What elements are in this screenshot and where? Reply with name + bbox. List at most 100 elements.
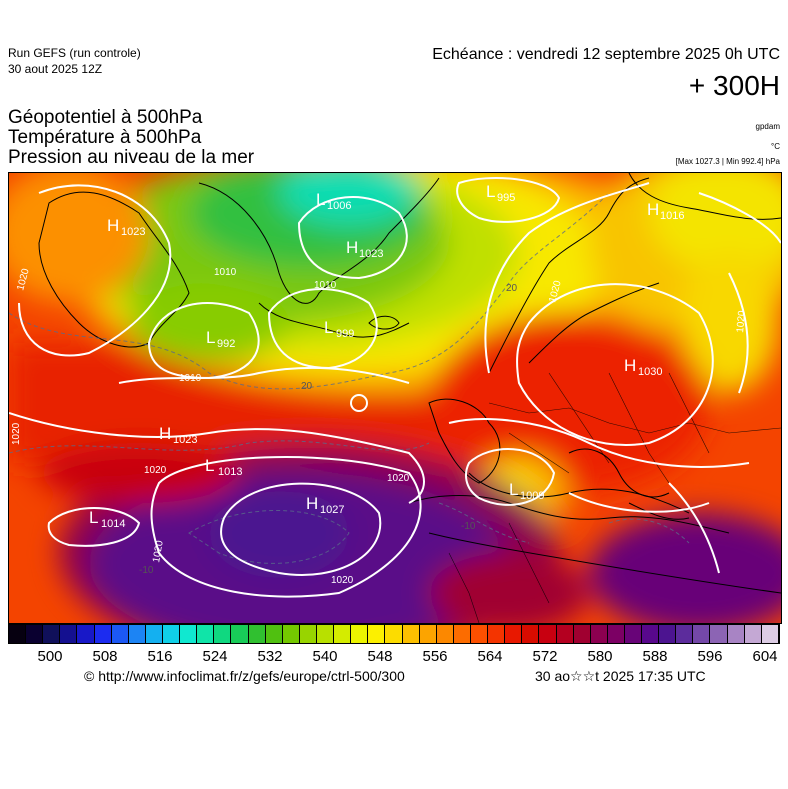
svg-text:L: L bbox=[89, 508, 98, 527]
colorbar-cell bbox=[282, 625, 300, 643]
colorbar-ticks: 500 508 516 524 532 540 548 556 564 572 580 588 596 6… bbox=[8, 648, 780, 668]
colorbar-tick-label: 508 bbox=[92, 648, 118, 665]
unit-temperature: °C bbox=[771, 142, 780, 151]
colorbar-tick-label: 604 bbox=[752, 648, 778, 665]
colorbar-tick-label: 572 bbox=[532, 648, 558, 665]
colorbar-cell bbox=[368, 625, 386, 643]
colorbar-tick-label: 524 bbox=[202, 648, 228, 665]
svg-text:1027: 1027 bbox=[320, 504, 344, 516]
isobar-label: 1020 bbox=[151, 539, 166, 563]
colorbar-cell bbox=[316, 625, 335, 643]
svg-text:999: 999 bbox=[336, 328, 354, 340]
isobar-label: 1010 bbox=[179, 373, 202, 384]
unit-mslp: [Max 1027.3 | Min 992.4] hPa bbox=[675, 157, 780, 166]
pressure-center: L 999 bbox=[324, 318, 354, 340]
colorbar-cell bbox=[505, 625, 523, 643]
colorbar-tick-label: 540 bbox=[312, 648, 338, 665]
pressure-center: L 992 bbox=[206, 328, 235, 350]
colorbar-cell bbox=[77, 625, 95, 643]
weather-map: H 1023 L 1006 L 995 H 1023 L 992 L 999 bbox=[8, 172, 782, 624]
pressure-center: H 1027 bbox=[306, 494, 344, 516]
svg-text:1023: 1023 bbox=[173, 434, 197, 446]
source-url: © http://www.infoclimat.fr/z/gefs/europe… bbox=[84, 668, 405, 684]
pressure-center: L 995 bbox=[486, 182, 515, 204]
colorbar bbox=[8, 624, 780, 644]
colorbar-cell bbox=[94, 625, 112, 643]
colorbar-cell bbox=[693, 625, 711, 643]
svg-text:H: H bbox=[346, 238, 358, 257]
colorbar-cell bbox=[402, 625, 420, 643]
param-temperature: Température à 500hPa bbox=[8, 127, 202, 148]
isobar-label: 1020 bbox=[387, 473, 410, 484]
svg-text:H: H bbox=[159, 424, 171, 443]
isotherm-label: 20 bbox=[301, 381, 313, 392]
pressure-centers: H 1023 L 1006 L 995 H 1023 L 992 L 999 bbox=[89, 182, 684, 530]
colorbar-cell bbox=[299, 625, 317, 643]
colorbar-cell bbox=[60, 625, 78, 643]
colorbar-tick-label: 564 bbox=[477, 648, 503, 665]
colorbar-cell bbox=[522, 625, 540, 643]
colorbar-cell bbox=[265, 625, 283, 643]
colorbar-cell bbox=[231, 625, 249, 643]
colorbar-tick-label: 556 bbox=[422, 648, 448, 665]
svg-text:L: L bbox=[205, 456, 214, 475]
svg-text:1013: 1013 bbox=[218, 466, 242, 478]
param-mslp: Pression au niveau de la mer bbox=[8, 147, 255, 168]
svg-text:L: L bbox=[206, 328, 215, 347]
svg-text:H: H bbox=[624, 356, 636, 375]
colorbar-cell bbox=[334, 625, 352, 643]
lead-time: + 300H bbox=[688, 70, 780, 101]
colorbar-cell bbox=[385, 625, 403, 643]
colorbar-cell bbox=[197, 625, 215, 643]
pressure-center: H 1023 bbox=[107, 216, 145, 238]
isobar-label: 1020 bbox=[144, 465, 167, 476]
colorbar-tick-label: 532 bbox=[257, 648, 283, 665]
colorbar-cell bbox=[556, 625, 574, 643]
colorbar-cell bbox=[761, 625, 779, 643]
colorbar-cell bbox=[744, 625, 762, 643]
colorbar-cell bbox=[488, 625, 506, 643]
colorbar-cell bbox=[470, 625, 489, 643]
isotherm-label: -10 bbox=[461, 521, 476, 532]
pressure-center: H 1023 bbox=[159, 424, 197, 446]
colorbar-tick-label: 500 bbox=[37, 648, 63, 665]
valid-time: Echéance : vendredi 12 septembre 2025 0h… bbox=[432, 46, 780, 63]
colorbar-cell bbox=[607, 625, 625, 643]
temperature-field bbox=[9, 173, 781, 623]
colorbar-tick-label: 516 bbox=[147, 648, 173, 665]
isobar-label: 1020 bbox=[331, 575, 354, 586]
colorbar-cell bbox=[111, 625, 129, 643]
param-geopotential: Géopotentiel à 500hPa bbox=[8, 107, 203, 128]
pressure-center: L 1013 bbox=[205, 456, 242, 478]
colorbar-tick-label: 548 bbox=[367, 648, 393, 665]
colorbar-cell bbox=[162, 625, 181, 643]
colorbar-cell bbox=[710, 625, 728, 643]
colorbar-tick-label: 580 bbox=[587, 648, 613, 665]
run-name: Run GEFS (run controle) bbox=[8, 46, 141, 60]
weather-map-svg: H 1023 L 1006 L 995 H 1023 L 992 L 999 bbox=[9, 173, 781, 623]
svg-text:H: H bbox=[647, 200, 659, 219]
pressure-center: L 1009 bbox=[509, 480, 544, 502]
svg-text:H: H bbox=[107, 216, 119, 235]
svg-text:1014: 1014 bbox=[101, 518, 125, 530]
colorbar-cell bbox=[248, 625, 266, 643]
isobar-labels: 1020 1010 1010 1010 1020 1020 1020 1020 … bbox=[11, 267, 748, 586]
svg-text:1030: 1030 bbox=[638, 366, 662, 378]
isobar-label: 1020 bbox=[11, 422, 22, 445]
generated-time: 30 ao☆☆t 2025 17:35 UTC bbox=[535, 668, 706, 684]
colorbar-cell bbox=[539, 625, 557, 643]
pressure-center: L 1014 bbox=[89, 508, 125, 530]
isotherms bbox=[9, 192, 690, 564]
colorbar-tick-label: 596 bbox=[697, 648, 723, 665]
isobar-label: 1020 bbox=[735, 310, 748, 334]
isotherm-label: 20 bbox=[506, 283, 518, 294]
pressure-center: H 1023 bbox=[346, 238, 383, 260]
colorbar-cell bbox=[573, 625, 591, 643]
colorbar-cell bbox=[26, 625, 44, 643]
run-date: 30 aout 2025 12Z bbox=[8, 62, 103, 76]
svg-text:995: 995 bbox=[497, 192, 515, 204]
colorbar-cell bbox=[436, 625, 454, 643]
svg-text:1023: 1023 bbox=[121, 226, 145, 238]
svg-text:992: 992 bbox=[217, 338, 235, 350]
pressure-center: H 1016 bbox=[647, 200, 684, 222]
